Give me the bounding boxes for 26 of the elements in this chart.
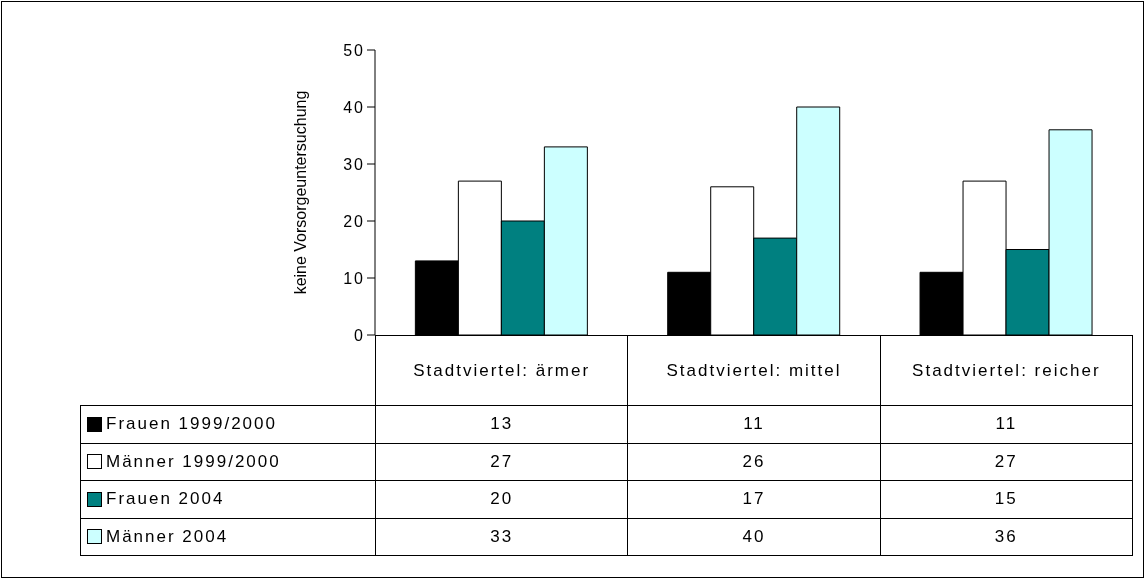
x-tick-label: Stadtviertel: reicher bbox=[879, 335, 1133, 406]
y-tick-label: 30 bbox=[343, 155, 365, 173]
data-label: 11 bbox=[879, 405, 1133, 444]
data-label: 11 bbox=[627, 405, 881, 444]
legend-label: Frauen 1999/2000 bbox=[80, 405, 376, 444]
y-tick-label: 50 bbox=[343, 41, 365, 59]
legend-label: Männer 2004 bbox=[80, 517, 376, 556]
legend-label: Frauen 2004 bbox=[80, 480, 376, 519]
data-label: 15 bbox=[879, 480, 1133, 519]
data-label: 27 bbox=[375, 442, 629, 481]
data-label: 33 bbox=[375, 517, 629, 556]
data-label: 17 bbox=[627, 480, 881, 519]
data-label: 27 bbox=[879, 442, 1133, 481]
data-label: 36 bbox=[879, 517, 1133, 556]
legend-label: Männer 1999/2000 bbox=[80, 442, 376, 481]
y-tick-label: 0 bbox=[354, 326, 365, 344]
data-label: 20 bbox=[375, 480, 629, 519]
y-axis-title: keine Vorsorgeuntersuchung bbox=[291, 90, 309, 295]
x-tick-label: Stadtviertel: ärmer bbox=[375, 335, 629, 406]
data-label: 40 bbox=[627, 517, 881, 556]
x-tick-label: Stadtviertel: mittel bbox=[627, 335, 881, 406]
data-label: 26 bbox=[627, 442, 881, 481]
y-tick-label: 10 bbox=[343, 269, 365, 287]
y-tick-label: 40 bbox=[343, 98, 365, 116]
data-label: 13 bbox=[375, 405, 629, 444]
y-tick-label: 20 bbox=[343, 212, 365, 230]
